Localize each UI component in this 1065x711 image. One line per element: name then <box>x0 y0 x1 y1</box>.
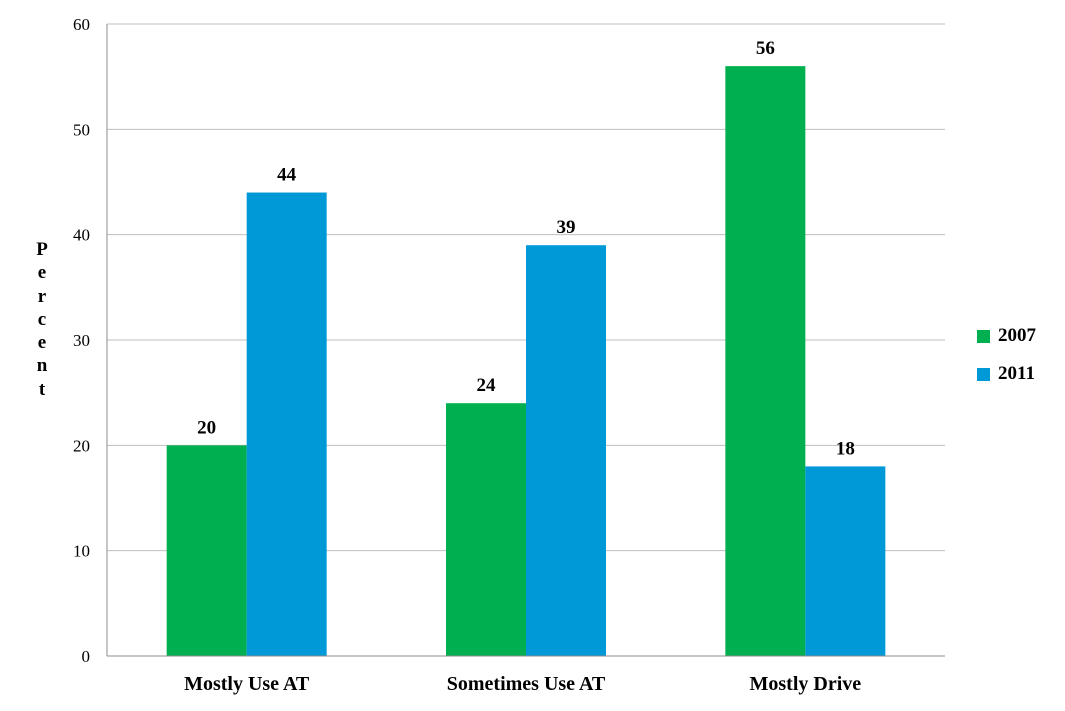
data-labels: 20 44 24 39 56 18 <box>197 38 855 459</box>
data-label-2011-1: 39 <box>557 217 576 238</box>
y-tick-label: 10 <box>73 542 90 561</box>
legend-item-2011: 2011 <box>977 363 1036 385</box>
y-tick-label: 30 <box>73 331 90 350</box>
bar-2007-0 <box>166 445 247 656</box>
data-label-2007-0: 20 <box>197 417 216 438</box>
legend-label: 2011 <box>998 363 1035 384</box>
y-axis-label-letter: e <box>37 262 47 284</box>
bar-2007-1 <box>446 403 526 656</box>
y-axis-label-letter: t <box>38 378 46 400</box>
bar-2011-0 <box>246 192 327 657</box>
bars <box>166 66 886 657</box>
legend-item-2007: 2007 <box>977 325 1036 347</box>
bar-2011-1 <box>526 245 606 656</box>
y-tick-labels: 0 10 20 30 40 50 60 <box>73 15 90 666</box>
y-tick-label: 20 <box>73 436 90 455</box>
data-label-2011-0: 44 <box>277 165 297 186</box>
y-tick-label: 60 <box>73 15 90 34</box>
bar-2011-2 <box>805 466 886 656</box>
data-label-2007-2: 56 <box>756 38 775 59</box>
y-tick-label: 50 <box>73 120 90 139</box>
legend: 2007 2011 <box>977 325 1036 401</box>
bar-2007-2 <box>725 66 806 657</box>
data-label-2007-1: 24 <box>477 375 497 396</box>
x-tick-labels: Mostly Use AT Sometimes Use AT Mostly Driv… <box>184 673 861 695</box>
data-label-2011-2: 18 <box>836 438 855 459</box>
x-tick-label: Mostly Drive <box>750 673 862 695</box>
y-axis-label-letter: c <box>37 308 47 330</box>
legend-label: 2007 <box>998 325 1036 346</box>
y-tick-label: 0 <box>82 647 91 666</box>
legend-swatch <box>977 329 990 343</box>
y-axis-label-letter: r <box>37 285 47 307</box>
y-axis-label-letter: e <box>37 332 47 354</box>
y-axis-label-letter: n <box>36 355 48 377</box>
y-tick-label: 40 <box>73 226 90 245</box>
x-tick-label: Mostly Use AT <box>184 673 310 695</box>
axes <box>106 24 945 657</box>
legend-swatch <box>977 367 990 381</box>
y-axis-label-letter: P <box>36 239 48 260</box>
x-tick-label: Sometimes Use AT <box>447 673 606 695</box>
